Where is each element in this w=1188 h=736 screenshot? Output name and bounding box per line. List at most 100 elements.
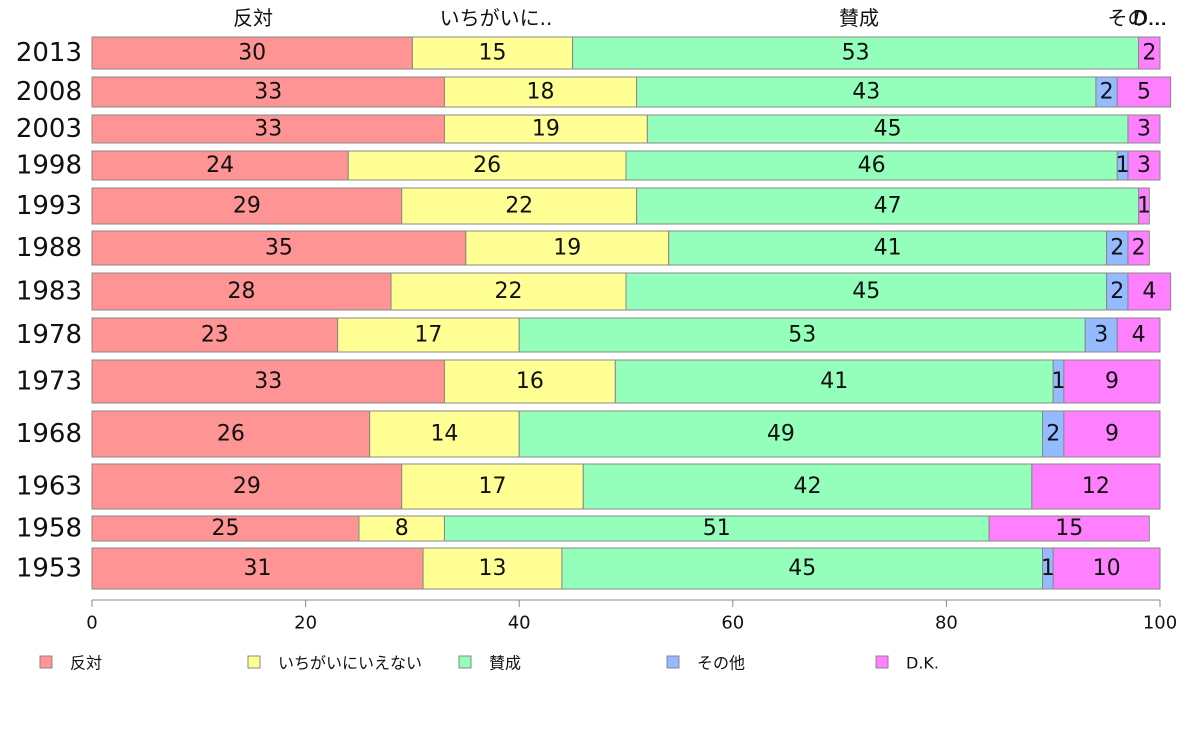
data-label: 45 [788, 556, 816, 581]
bar-segment [401, 187, 638, 225]
data-label: 19 [532, 117, 560, 142]
data-label: 47 [874, 194, 902, 219]
category-label: 1988 [16, 233, 82, 263]
data-label: 26 [473, 153, 501, 178]
data-label: 22 [505, 194, 533, 219]
bar-segment [443, 114, 648, 144]
bar-segment [988, 515, 1150, 542]
data-label: 31 [244, 556, 272, 581]
category-label: 1993 [16, 191, 82, 221]
data-label: 15 [479, 41, 507, 66]
category-label: 1983 [16, 277, 82, 307]
bar-segment [572, 36, 1140, 70]
data-label: 43 [852, 80, 880, 105]
data-label: 42 [794, 474, 822, 499]
bar-segment [646, 114, 1129, 144]
data-label: 4 [1142, 279, 1156, 304]
bar-segment [358, 515, 445, 542]
data-label: 25 [212, 516, 240, 541]
top-series-label: 反対 [233, 6, 273, 30]
data-label: 49 [767, 422, 795, 447]
top-series-label: D... [1133, 6, 1167, 30]
legend-swatch [666, 655, 680, 669]
data-label: 1 [1052, 369, 1066, 394]
bar-segment [668, 230, 1108, 266]
data-label: 2 [1132, 236, 1146, 261]
data-label: 2 [1142, 41, 1156, 66]
x-tick-label: 40 [508, 613, 531, 634]
data-label: 45 [874, 117, 902, 142]
top-series-label: 賛成 [839, 6, 879, 30]
bar-segment [91, 410, 371, 458]
bars: 30 15 53 233 18 43 2 533 19 45 324 26 46 1 329 22 47 135 1… [91, 36, 1172, 590]
bar-segment [1116, 317, 1161, 353]
category-label: 1968 [16, 419, 82, 449]
legend-label: D.K. [906, 654, 939, 673]
bar-segment [465, 230, 670, 266]
data-label: 45 [852, 279, 880, 304]
data-label: 17 [479, 474, 507, 499]
bar-segment [1127, 272, 1172, 311]
bar-segment [636, 187, 1140, 225]
data-label: 41 [820, 369, 848, 394]
data-label: 9 [1105, 369, 1119, 394]
data-label: 3 [1094, 323, 1108, 348]
data-label: 18 [527, 80, 555, 105]
bar-segment [1127, 150, 1161, 181]
data-label: 1 [1116, 153, 1130, 178]
data-label: 1 [1137, 194, 1151, 219]
bar-segment [347, 150, 627, 181]
top-labels: 反対 いちがいに.. 賛成 その...D... [233, 6, 1167, 30]
data-label: 15 [1055, 516, 1083, 541]
data-label: 26 [217, 422, 245, 447]
data-label: 12 [1082, 474, 1110, 499]
data-label: 8 [395, 516, 409, 541]
x-axis: 0 20 40 60 80 100 [86, 599, 1177, 634]
bar-segment [91, 547, 424, 590]
bar-segment [91, 272, 392, 311]
data-label: 2 [1046, 422, 1060, 447]
data-label: 1 [1041, 556, 1055, 581]
data-label: 3 [1137, 153, 1151, 178]
category-label: 1998 [16, 151, 82, 181]
x-tick-label: 100 [1143, 613, 1177, 634]
bar-segment [1138, 187, 1150, 225]
legend-swatch [875, 655, 889, 669]
bar-segment [1127, 114, 1161, 144]
bar-segment [422, 547, 563, 590]
legend-swatch [247, 655, 261, 669]
bar-segment [337, 317, 520, 353]
bar-segment [1116, 76, 1172, 108]
bar-segment [614, 359, 1054, 404]
bar-segment [443, 359, 616, 404]
legend-swatch [39, 655, 53, 669]
data-label: 14 [430, 422, 458, 447]
data-label: 22 [495, 279, 523, 304]
data-label: 29 [233, 194, 261, 219]
x-tick-label: 0 [86, 613, 97, 634]
legend-label: 賛成 [489, 654, 521, 673]
data-label: 53 [842, 41, 870, 66]
data-label: 23 [201, 323, 229, 348]
data-label: 30 [238, 41, 266, 66]
data-label: 46 [858, 153, 886, 178]
data-label: 10 [1093, 556, 1121, 581]
bar-segment [91, 317, 339, 353]
bar-segment [91, 114, 445, 144]
data-label: 19 [553, 236, 581, 261]
bar-segment [1063, 359, 1161, 404]
data-label: 3 [1137, 117, 1151, 142]
category-label: 1978 [16, 320, 82, 350]
data-label: 4 [1132, 323, 1146, 348]
bar-segment [369, 410, 520, 458]
top-series-label: その... [1107, 6, 1166, 30]
data-label: 5 [1137, 80, 1151, 105]
category-label: 1953 [16, 554, 82, 584]
x-tick-label: 60 [721, 613, 744, 634]
bar-segment [91, 36, 413, 70]
bar-segment [401, 463, 584, 510]
bar-segment [1052, 547, 1161, 590]
data-label: 17 [414, 323, 442, 348]
bar-segment [1127, 230, 1150, 266]
bar-segment [561, 547, 1044, 590]
